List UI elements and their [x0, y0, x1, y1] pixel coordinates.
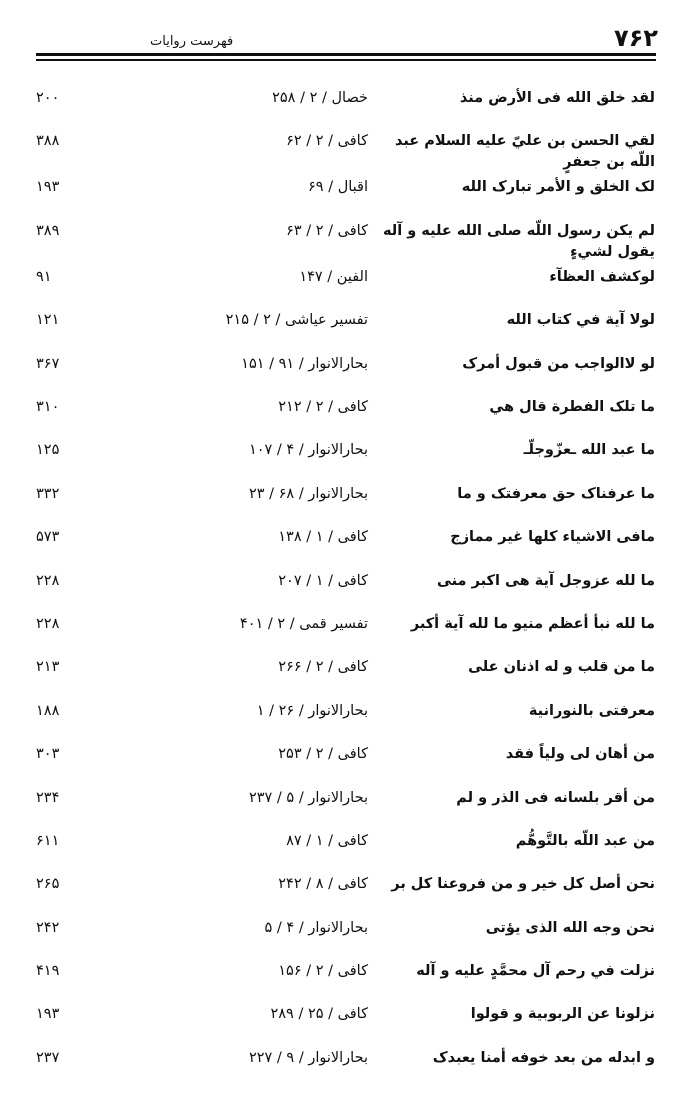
source-reference: بحارالانوار / ۵ / ۲۳۷ [248, 789, 368, 806]
header-rule-thick [36, 53, 656, 56]
hadith-text: لو لاالواجب من قبول أمرک [462, 355, 655, 372]
index-row: ما من قلب و له اذنان علی کافی / ۲ / ۲۶۶ ۲۱… [36, 653, 655, 696]
hadith-text: نزلت في رحم آل محمَّدٍ علیه و آله [416, 963, 655, 980]
hadith-text: ما لله نبأ أعظم منیو ما لله آية أکبر [410, 615, 655, 632]
hadith-text: لم يكن رسول اللّه صلی الله علیه و آله يق… [382, 222, 655, 260]
page-reference: ۵۷۳ [36, 529, 60, 546]
hadith-text: و ابدله من بعد خوفه أمنا يعبدک [432, 1049, 655, 1066]
page-reference: ۲۲۸ [36, 615, 60, 632]
source-reference: کافی / ۲ / ۲۱۲ [278, 399, 368, 416]
source-reference: بحارالانوار / ۶۸ / ۲۳ [248, 485, 368, 502]
index-row: ما تلک الفطرة قال هي کافی / ۲ / ۲۱۲ ۳۱۰ [36, 393, 655, 436]
hadith-text: من أهان لی ولیاً فقد [505, 746, 655, 763]
index-row: معرفتی بالنورانية بحارالانوار / ۲۶ / ۱ ۱۸۸ [36, 697, 655, 740]
page-reference: ۳۰۳ [36, 746, 60, 763]
source-reference: اقبال / ۶۹ [308, 179, 368, 196]
source-reference: کافی / ۱ / ۲۰۷ [278, 572, 368, 589]
hadith-text: مافی الاشیاء کلها غیر ممازج [450, 529, 655, 546]
source-reference: کافی / ۸ / ۲۴۲ [278, 876, 368, 893]
index-row: لو لاالواجب من قبول أمرک بحارالانوار / ۹۱… [36, 350, 655, 393]
source-reference: بحارالانوار / ۹ / ۲۲۷ [248, 1049, 368, 1066]
page-reference: ۶۱۱ [36, 832, 60, 849]
hadith-text: لقد خلق الله فی الأرض منذ [459, 90, 655, 106]
hadith-text: ما لله عزوجل آية هی اکبر منی [436, 572, 655, 589]
page-reference: ۱۲۱ [36, 312, 60, 329]
page-reference: ۲۳۷ [36, 1049, 60, 1066]
source-reference: کافی / ۲ / ۱۵۶ [278, 963, 368, 980]
hadith-text: لوکشف العظآء [549, 268, 655, 285]
hadith-text: ما تلک الفطرة قال هي [489, 399, 655, 416]
index-row: و ابدله من بعد خوفه أمنا يعبدک بحارالانوا… [36, 1044, 655, 1087]
index-row: من أهان لی ولیاً فقد کافی / ۲ / ۲۵۳ ۳۰۳ [36, 740, 655, 783]
hadith-text: ما عبد الله ـعزّوجلّـ [523, 442, 655, 459]
hadith-text: لک الخلق و الأمر تبارک الله [461, 179, 655, 196]
source-reference: تفسیر قمی / ۲ / ۴۰۱ [239, 615, 368, 632]
index-row: ما لله عزوجل آية هی اکبر منی کافی / ۱ / ۲… [36, 567, 655, 610]
page-reference: ۲۰۰ [36, 90, 60, 106]
page-reference: ۳۸۹ [36, 222, 60, 239]
index-row: ما لله نبأ أعظم منیو ما لله آية أکبر تفسی… [36, 610, 655, 653]
source-reference: بحارالانوار / ۲۶ / ۱ [256, 702, 368, 719]
index-row: نحن وجه الله الذی يؤتی بحارالانوار / ۴ / … [36, 914, 655, 957]
source-reference: خصال / ۲ / ۲۵۸ [272, 90, 368, 106]
index-row: نزلونا عن الربوبية و قولوا کافی / ۲۵ / ۲۸… [36, 1000, 655, 1043]
hadith-text: نحن وجه الله الذی يؤتی [485, 919, 655, 936]
index-row: لقد خلق الله فی الأرض منذ خصال / ۲ / ۲۵۸ ۲… [36, 84, 655, 127]
hadith-text: معرفتی بالنورانية [528, 702, 655, 719]
page-reference: ۲۴۲ [36, 919, 60, 936]
index-list: لقد خلق الله فی الأرض منذ خصال / ۲ / ۲۵۸ ۲… [36, 84, 655, 1087]
source-reference: تفسیر عیاشی / ۲ / ۲۱۵ [225, 312, 368, 329]
index-row: لولا آية في كتاب الله تفسیر عیاشی / ۲ / ۲… [36, 306, 655, 349]
source-reference: بحارالانوار / ۴ / ۵ [264, 919, 368, 936]
page-reference: ۴۱۹ [36, 963, 60, 980]
source-reference: بحارالانوار / ۴ / ۱۰۷ [248, 442, 368, 459]
hadith-text: من أقر بلسانه فی الذر و لم [456, 789, 655, 806]
page-reference: ۳۶۷ [36, 355, 60, 372]
index-row: لم يكن رسول اللّه صلی الله علیه و آله يق… [36, 217, 655, 263]
source-reference: کافی / ۱ / ۱۳۸ [278, 529, 368, 546]
page-reference: ۲۱۳ [36, 659, 60, 676]
index-row: لوکشف العظآء الفین / ۱۴۷ ۹۱ [36, 263, 655, 306]
header-rule-thin [36, 59, 656, 61]
source-reference: کافی / ۲ / ۶۳ [286, 222, 368, 239]
hadith-text: من عبد اللّه بالتَّوهُّم [515, 832, 655, 849]
index-row: ما عرفناک حق معرفتک و ما بحارالانوار / ۶۸… [36, 480, 655, 523]
hadith-text: لولا آية في كتاب الله [506, 312, 655, 329]
page-reference: ۱۹۳ [36, 1006, 60, 1023]
index-row: لقي الحسن بن عليّ عليه السلام عبد اللّه … [36, 127, 655, 173]
page-reference: ۳۱۰ [36, 399, 60, 416]
page-reference: ۱۹۳ [36, 179, 60, 196]
hadith-text: ما من قلب و له اذنان علی [468, 659, 655, 676]
hadith-text: ما عرفناک حق معرفتک و ما [457, 485, 655, 502]
page-reference: ۲۶۵ [36, 876, 60, 893]
source-reference: کافی / ۱ / ۸۷ [286, 832, 368, 849]
source-reference: الفین / ۱۴۷ [299, 268, 368, 285]
page-reference: ۲۲۸ [36, 572, 60, 589]
index-row: ما عبد الله ـعزّوجلّـ بحارالانوار / ۴ / ۱… [36, 436, 655, 479]
hadith-text: نزلونا عن الربوبية و قولوا [470, 1006, 655, 1023]
source-reference: کافی / ۲ / ۲۶۶ [278, 659, 368, 676]
source-reference: کافی / ۲۵ / ۲۸۹ [270, 1006, 368, 1023]
page-reference: ۳۳۲ [36, 485, 60, 502]
running-title: فهرست روایات [150, 34, 234, 49]
page-number: ۷۶۲ [614, 24, 658, 52]
hadith-text: لقي الحسن بن عليّ عليه السلام عبد اللّه … [394, 133, 655, 171]
index-row: نزلت في رحم آل محمَّدٍ علیه و آله کافی / … [36, 957, 655, 1000]
index-row: مافی الاشیاء کلها غیر ممازج کافی / ۱ / ۱۳… [36, 523, 655, 566]
page-reference: ۱۲۵ [36, 442, 60, 459]
index-row: لک الخلق و الأمر تبارک الله اقبال / ۶۹ ۱۹۳ [36, 173, 655, 216]
hadith-text: نحن أصل کل خیر و من فروعنا کل بر [391, 876, 655, 893]
index-row: من عبد اللّه بالتَّوهُّم کافی / ۱ / ۸۷ ۶۱۱ [36, 827, 655, 870]
page-reference: ۱۸۸ [36, 702, 60, 719]
source-reference: بحارالانوار / ۹۱ / ۱۵۱ [241, 355, 368, 372]
page-reference: ۳۸۸ [36, 133, 60, 150]
page-reference: ۹۱ [36, 268, 52, 285]
source-reference: کافی / ۲ / ۲۵۳ [278, 746, 368, 763]
source-reference: کافی / ۲ / ۶۲ [286, 133, 368, 150]
index-row: نحن أصل کل خیر و من فروعنا کل بر کافی / ۸… [36, 870, 655, 913]
index-row: من أقر بلسانه فی الذر و لم بحارالانوار / … [36, 784, 655, 827]
page-reference: ۲۳۴ [36, 789, 60, 806]
